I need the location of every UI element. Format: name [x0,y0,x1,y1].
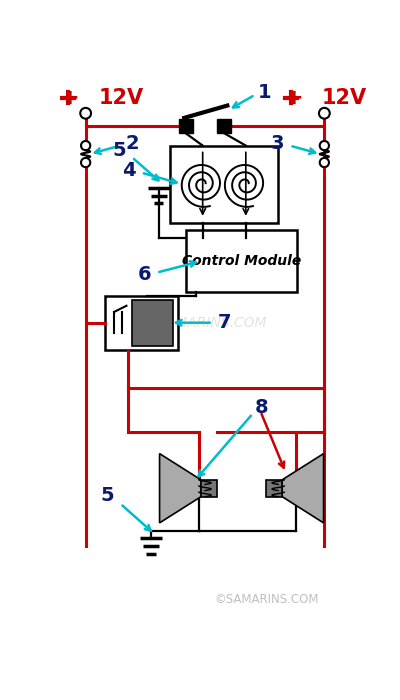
Bar [217,120,231,133]
Circle shape [320,158,329,167]
Text: ©SAMARINS.COM: ©SAMARINS.COM [214,594,319,606]
Text: 1: 1 [258,83,272,102]
Circle shape [81,158,90,167]
Polygon shape [160,454,201,523]
Text: +: + [284,88,303,108]
Text: 6: 6 [138,265,151,284]
Text: 3: 3 [271,134,284,153]
Circle shape [319,108,330,119]
Text: 5: 5 [113,141,126,160]
Text: Control Module: Control Module [182,254,301,268]
Bar [105,295,178,349]
Text: +: + [61,88,80,108]
Text: 2: 2 [126,134,139,153]
Text: 12V: 12V [99,88,144,108]
Text: 12V: 12V [322,88,367,108]
Circle shape [81,141,90,150]
Bar [186,230,298,292]
Text: 8: 8 [255,398,269,417]
Polygon shape [201,480,217,496]
Text: 5: 5 [100,486,114,505]
Bar [170,146,278,223]
Circle shape [80,108,91,119]
Circle shape [320,141,329,150]
Text: 7: 7 [218,313,232,332]
Text: 4: 4 [122,161,136,180]
Bar [179,120,193,133]
Bar [132,300,173,346]
Text: ©SAMARINS.COM: ©SAMARINS.COM [143,316,267,330]
Polygon shape [282,454,324,523]
Polygon shape [266,480,282,496]
